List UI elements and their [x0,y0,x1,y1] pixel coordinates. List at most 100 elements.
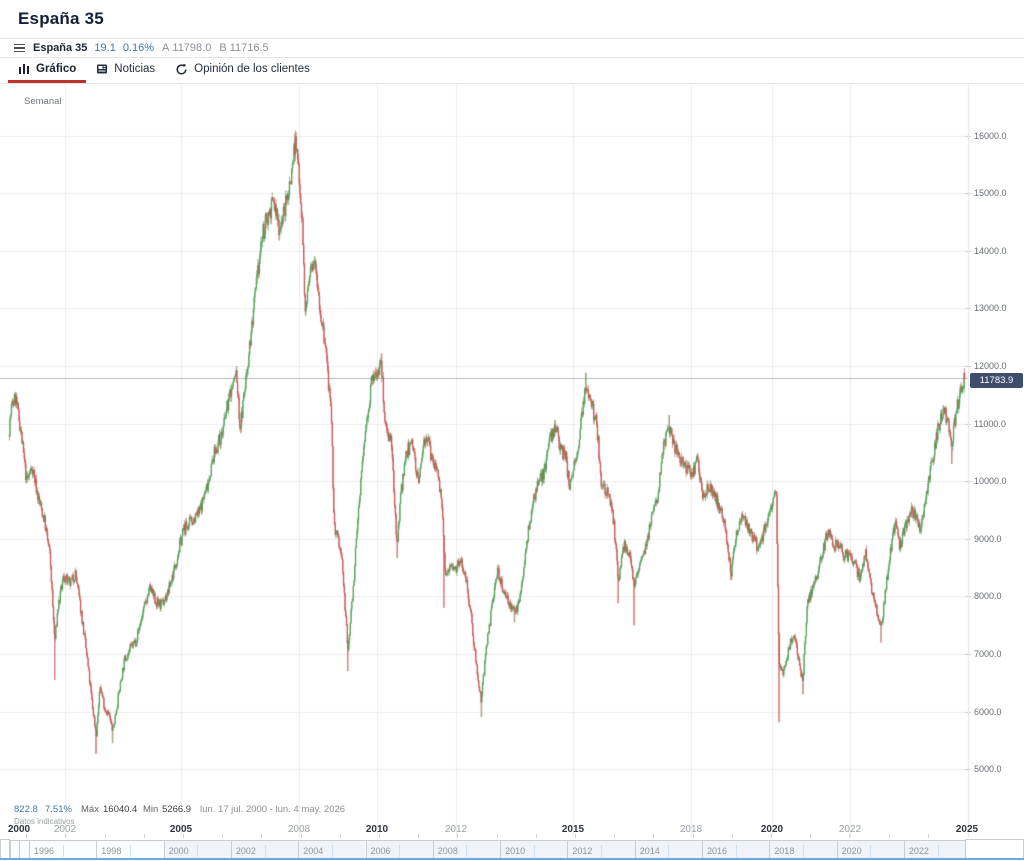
navigator-cell-2004[interactable]: 2004 [298,841,366,860]
x-axis-tick [536,834,537,838]
last-price-badge: 11783.9 [970,373,1023,388]
navigator-left-box[interactable] [0,839,10,860]
navigator-cell-2002[interactable]: 2002 [230,841,299,860]
x-axis-tick [261,834,262,838]
navigator-cell-2014[interactable]: 2014 [634,841,702,860]
x-axis-label: 2018 [679,824,703,835]
navigator-right-box[interactable] [965,839,1024,860]
navigator-year-label: 2014 [639,846,660,856]
x-axis-tick [693,834,694,838]
navigator-year-label: 2002 [235,846,256,856]
x-axis-tick [26,834,27,838]
min-label: Min [143,804,159,815]
ticker-change: 19.1 [94,42,116,54]
navigator-minor-tick [264,845,266,857]
x-axis-tick [340,834,341,838]
x-axis-label: 2000 [7,824,31,835]
tab-bar: Gráfico Noticias Opinión de [0,58,1024,84]
navigator-cell-2012[interactable]: 2012 [567,841,635,860]
navigator-minor-tick [533,845,535,857]
navigator-cell-2022[interactable]: 2022 [903,841,965,860]
navigator-year-label: 2016 [707,846,728,856]
ticker-change-pct: 0.16% [122,42,155,54]
price-chart-canvas[interactable] [0,84,1024,838]
tab-opinion[interactable]: Opinión de los clientes [165,58,320,83]
x-axis-tick [497,834,498,838]
x-axis-label: 2008 [287,824,311,835]
navigator-left-handle[interactable] [10,841,20,860]
x-axis-tick [65,834,66,838]
navigator-cell-2000[interactable]: 2000 [163,841,231,860]
x-axis-label: 2010 [365,824,389,835]
x-axis-label: 2025 [955,824,979,835]
navigator-minor-tick [62,845,64,857]
navigator-year-label: 2000 [168,846,189,856]
navigator-cell-2020[interactable]: 2020 [836,841,904,860]
navigator-year-label: 2006 [370,846,391,856]
x-axis-label: 2022 [838,824,862,835]
x-axis-tick [614,834,615,838]
navigator-minor-tick [197,845,199,857]
ticker-sell: A 11798.0 [162,42,212,54]
min-value: 5266.9 [162,804,192,815]
x-axis-tick [771,834,772,838]
period-change-pct: 7.51% [45,804,72,815]
navigator-minor-tick [129,845,131,857]
navigator-year-label: 2004 [303,846,324,856]
tab-label: Opinión de los clientes [194,63,310,75]
x-axis-tick [653,834,654,838]
navigator-cell-2010[interactable]: 2010 [500,841,568,860]
x-axis-tick [144,834,145,838]
ticker-instrument-name: España 35 [33,42,88,54]
chart-icon [18,63,30,75]
date-range: lun. 17 jul. 2000 - lun. 4 may. 2026 [200,804,346,815]
max-value: 16040.4 [103,804,138,815]
navigator-minor-tick [601,845,603,857]
x-axis-tick [418,834,419,838]
navigator-year-label: 2008 [437,846,458,856]
navigator-baseline [0,858,1024,860]
timeframe-label: Semanal [24,96,62,107]
navigator-year-label: 2020 [841,846,862,856]
tab-noticias[interactable]: Noticias [86,58,165,83]
menu-icon[interactable] [14,42,25,55]
x-axis-tick [105,834,106,838]
x-axis-tick [810,834,811,838]
navigator[interactable]: 1996 1998 2000 2002 2004 2006 2008 2010 2012 2014… [0,839,1024,861]
navigator-minor-tick [331,845,333,857]
navigator-year-label: 2010 [505,846,526,856]
navigator-minor-tick [466,845,468,857]
x-axis-label: 2005 [169,824,193,835]
tab-label: Noticias [114,63,156,75]
x-axis-label: 2015 [561,824,585,835]
tab-label: Gráfico [36,63,77,75]
x-axis-tick [301,834,302,838]
x-axis-tick [732,834,733,838]
x-axis-tick [575,834,576,838]
disclaimer: Datos indicativos [14,817,75,826]
navigator-year-label: 2022 [908,846,929,856]
x-axis-label: 2012 [444,824,468,835]
navigator-minor-tick [399,845,401,857]
x-axis-tick [457,834,458,838]
x-axis-tick [889,834,890,838]
x-axis-tick [849,834,850,838]
navigator-minor-tick [735,845,737,857]
x-axis-tick [222,834,223,838]
navigator-year-label: 2018 [774,846,795,856]
max-label: Máx [81,804,99,815]
ticker-buy: B 11716.5 [219,42,269,54]
title-bar: España 35 [0,0,1024,38]
x-axis-tick [183,834,184,838]
navigator-minor-tick [937,845,939,857]
x-axis-tick [379,834,380,838]
x-axis-label: 2020 [760,824,784,835]
navigator-minor-tick [870,845,872,857]
tab-grafico[interactable]: Gráfico [8,58,87,83]
navigator-cell[interactable] [19,841,29,860]
sentiment-icon [175,63,188,76]
navigator-year-label: 1996 [34,846,55,856]
x-axis-tick [928,834,929,838]
navigator-minor-tick [668,845,670,857]
